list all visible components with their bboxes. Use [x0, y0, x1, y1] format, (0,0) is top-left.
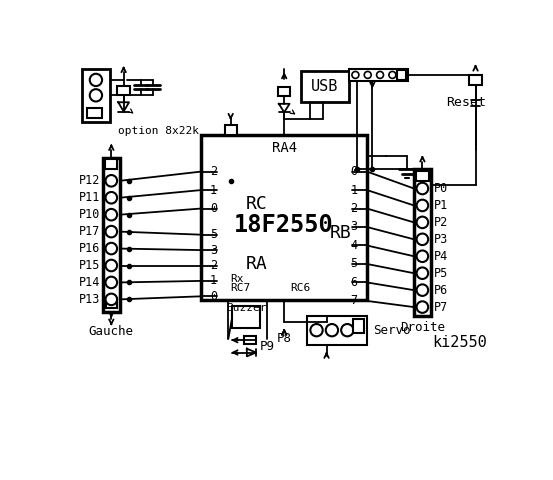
Text: Buzzer: Buzzer [226, 303, 267, 313]
Text: 6: 6 [351, 276, 358, 289]
Text: P3: P3 [434, 233, 448, 246]
Circle shape [106, 294, 117, 305]
Text: P16: P16 [79, 242, 100, 255]
Text: P5: P5 [434, 267, 448, 280]
Text: 2: 2 [210, 259, 217, 272]
Text: 1: 1 [210, 275, 217, 288]
Text: P4: P4 [434, 250, 448, 263]
Circle shape [106, 276, 117, 288]
Text: 1: 1 [210, 183, 217, 196]
Text: 4: 4 [351, 239, 358, 252]
Text: P12: P12 [79, 174, 100, 187]
Circle shape [106, 260, 117, 271]
Text: P6: P6 [434, 284, 448, 297]
Text: P2: P2 [434, 216, 448, 229]
Text: Reset: Reset [446, 96, 486, 109]
Text: option 8x22k: option 8x22k [118, 126, 199, 136]
Bar [232, 306, 260, 328]
Bar [353, 319, 364, 333]
Text: 1: 1 [351, 183, 358, 196]
Text: P11: P11 [79, 191, 100, 204]
Bar [87, 108, 102, 119]
Bar [225, 125, 237, 134]
Text: USB: USB [311, 79, 338, 95]
Text: Gauche: Gauche [89, 325, 134, 338]
Circle shape [364, 72, 371, 78]
Bar [307, 315, 367, 345]
Text: 5: 5 [210, 228, 217, 241]
Text: 2: 2 [210, 165, 217, 178]
Text: Rx: Rx [231, 274, 244, 284]
Text: RC: RC [246, 195, 268, 213]
Text: 0: 0 [210, 290, 217, 303]
Circle shape [106, 226, 117, 238]
Text: P0: P0 [434, 182, 448, 195]
Bar [244, 336, 256, 344]
Circle shape [341, 324, 353, 336]
Circle shape [416, 284, 428, 296]
Text: RC6: RC6 [290, 283, 311, 293]
Text: Servo: Servo [373, 324, 411, 336]
Text: P14: P14 [79, 276, 100, 289]
Text: 3: 3 [210, 244, 217, 257]
Circle shape [416, 251, 428, 262]
Circle shape [106, 209, 117, 220]
Text: 0: 0 [210, 202, 217, 215]
Circle shape [377, 72, 384, 78]
Circle shape [106, 243, 117, 254]
Bar [117, 86, 130, 96]
Text: P8: P8 [276, 332, 291, 345]
Bar [278, 87, 290, 96]
Circle shape [90, 89, 102, 101]
Text: RB: RB [330, 224, 352, 242]
Circle shape [90, 74, 102, 86]
Circle shape [416, 234, 428, 245]
Text: P9: P9 [259, 340, 274, 353]
Bar [349, 69, 408, 81]
Circle shape [326, 324, 338, 336]
Text: P1: P1 [434, 199, 448, 212]
Circle shape [352, 72, 359, 78]
Text: RA: RA [246, 255, 268, 273]
Text: 7: 7 [351, 294, 358, 307]
Bar [103, 158, 120, 312]
Bar [105, 159, 117, 169]
Circle shape [106, 192, 117, 204]
Text: P15: P15 [79, 259, 100, 272]
Text: 0: 0 [351, 165, 358, 178]
Text: ki2550: ki2550 [432, 335, 487, 350]
Text: P13: P13 [79, 293, 100, 306]
Bar [106, 298, 117, 308]
Circle shape [389, 72, 396, 78]
Text: P17: P17 [79, 225, 100, 238]
Bar [416, 171, 429, 181]
Text: 18F2550: 18F2550 [234, 213, 334, 237]
Circle shape [416, 267, 428, 279]
Bar [201, 134, 367, 300]
Circle shape [310, 324, 323, 336]
Text: 3: 3 [351, 220, 358, 233]
Text: 5: 5 [351, 257, 358, 270]
Bar [82, 69, 110, 121]
Text: RC7: RC7 [231, 283, 251, 293]
Circle shape [416, 216, 428, 228]
Circle shape [416, 183, 428, 194]
Text: Droite: Droite [400, 322, 445, 335]
Text: RA4: RA4 [272, 142, 297, 156]
Text: P7: P7 [434, 300, 448, 313]
Text: 2: 2 [351, 202, 358, 215]
Circle shape [416, 301, 428, 313]
Bar [414, 169, 431, 315]
Circle shape [416, 200, 428, 211]
Bar [397, 70, 406, 80]
Text: P10: P10 [79, 208, 100, 221]
Bar [469, 74, 482, 84]
Bar [301, 72, 349, 102]
Circle shape [106, 175, 117, 187]
